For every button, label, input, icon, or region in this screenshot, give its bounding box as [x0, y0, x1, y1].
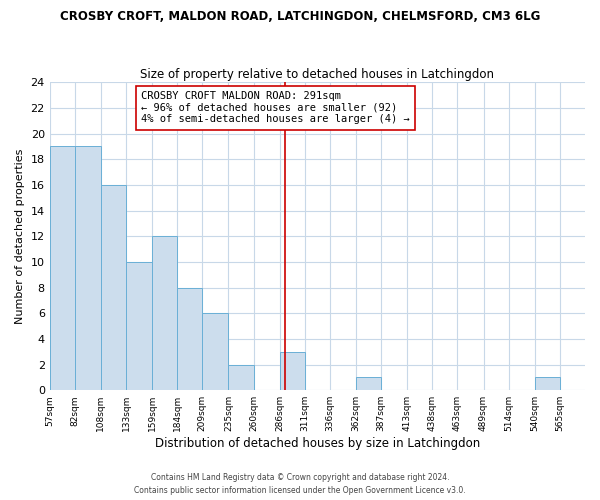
Bar	[356, 378, 381, 390]
Bar	[229, 364, 254, 390]
X-axis label: Distribution of detached houses by size in Latchingdon: Distribution of detached houses by size …	[155, 437, 480, 450]
Bar	[202, 313, 229, 390]
Y-axis label: Number of detached properties: Number of detached properties	[15, 148, 25, 324]
Bar	[50, 146, 75, 390]
Bar	[75, 146, 101, 390]
Title: Size of property relative to detached houses in Latchingdon: Size of property relative to detached ho…	[140, 68, 494, 81]
Bar	[177, 288, 202, 390]
Text: CROSBY CROFT MALDON ROAD: 291sqm
← 96% of detached houses are smaller (92)
4% of: CROSBY CROFT MALDON ROAD: 291sqm ← 96% o…	[141, 91, 410, 124]
Bar	[280, 352, 305, 390]
Text: Contains HM Land Registry data © Crown copyright and database right 2024.
Contai: Contains HM Land Registry data © Crown c…	[134, 474, 466, 495]
Text: CROSBY CROFT, MALDON ROAD, LATCHINGDON, CHELMSFORD, CM3 6LG: CROSBY CROFT, MALDON ROAD, LATCHINGDON, …	[60, 10, 540, 23]
Bar	[152, 236, 177, 390]
Bar	[126, 262, 152, 390]
Bar	[535, 378, 560, 390]
Bar	[101, 185, 126, 390]
